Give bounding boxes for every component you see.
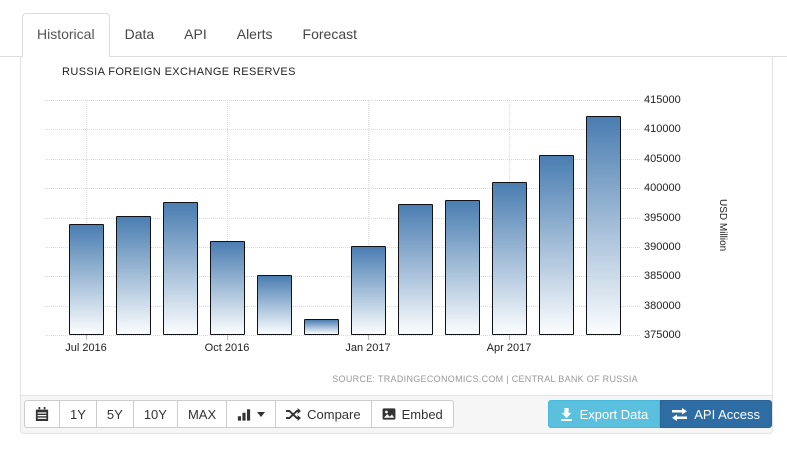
tab-data[interactable]: Data [124, 26, 155, 42]
shuffle-icon [286, 407, 302, 421]
source-text: SOURCE: TRADINGECONOMICS.COM | CENTRAL B… [332, 374, 638, 384]
y-axis-title: USD Million [717, 198, 728, 252]
range-max-button[interactable]: MAX [176, 400, 228, 428]
gridline [45, 188, 640, 190]
y-axis-tick-label: 385000 [644, 270, 681, 283]
gridline [227, 100, 228, 335]
image-icon [382, 408, 396, 420]
x-axis-tick [368, 335, 369, 340]
range-5y-button[interactable]: 5Y [95, 400, 134, 428]
y-axis-tick-label: 415000 [644, 94, 681, 106]
calendar-icon [35, 407, 49, 421]
gridline [45, 246, 640, 248]
bar-apr-2017 [491, 181, 527, 335]
y-axis-tick-label: 380000 [644, 299, 681, 312]
bar-jan-2017 [350, 246, 386, 335]
gridline [45, 129, 640, 131]
tab-historical[interactable]: Historical [22, 13, 110, 57]
bar-nov-2016 [256, 274, 292, 335]
bar-mar-2017 [444, 200, 480, 335]
range-1y-button[interactable]: 1Y [59, 400, 97, 428]
bar-sep-2016 [162, 201, 198, 335]
bar-aug-2016 [115, 216, 151, 335]
caret-down-icon [257, 411, 266, 417]
gridline [368, 100, 369, 335]
x-axis-tick [227, 335, 228, 340]
x-axis-tick [86, 335, 87, 340]
range-5y-label: 5Y [106, 406, 123, 422]
range-10y-button[interactable]: 10Y [132, 400, 178, 428]
range-button-group: 1Y 5Y 10Y MAX Compare Embed [24, 400, 454, 428]
exchange-icon [672, 407, 688, 421]
range-10y-label: 10Y [143, 406, 167, 422]
chart-panel: RUSSIA FOREIGN EXCHANGE RESERVES USD Mil… [20, 57, 773, 434]
gridline [86, 100, 87, 335]
action-buttons: Export Data API Access [547, 400, 772, 428]
y-axis-tick-label: 395000 [644, 211, 681, 224]
y-axis-tick-label: 390000 [644, 240, 681, 253]
bar-chart-icon [237, 408, 251, 421]
bar-feb-2017 [397, 204, 433, 335]
x-axis-tick-label: Jan 2017 [345, 342, 391, 354]
bar-jul-2016 [68, 223, 104, 335]
tab-alerts[interactable]: Alerts [236, 26, 273, 42]
x-axis-tick [509, 335, 510, 340]
chart-type-button[interactable] [226, 400, 277, 428]
gridline [45, 276, 640, 278]
download-icon [560, 407, 573, 421]
gridline [45, 158, 640, 160]
compare-button[interactable]: Compare [275, 400, 372, 428]
gridline [45, 217, 640, 219]
range-1y-label: 1Y [70, 406, 86, 422]
gridline [45, 100, 640, 101]
plot-area [45, 100, 640, 340]
y-axis-tick-label: 405000 [644, 152, 681, 165]
x-axis-tick-label: Oct 2016 [204, 342, 250, 354]
range-max-label: MAX [187, 406, 217, 422]
x-axis-tick-label: Apr 2017 [486, 342, 532, 354]
bar-jun-2017 [585, 116, 621, 335]
tab-bar: Historical Data API Alerts Forecast [0, 13, 787, 57]
gridline [45, 305, 640, 307]
api-access-button[interactable]: API Access [660, 400, 772, 428]
bar-may-2017 [538, 154, 574, 335]
tab-forecast[interactable]: Forecast [302, 26, 357, 42]
embed-button[interactable]: Embed [370, 400, 454, 428]
bar-dec-2016 [303, 319, 339, 335]
y-axis-tick-label: 375000 [644, 329, 681, 341]
x-axis-tick-label: Jul 2016 [65, 342, 107, 354]
export-data-button[interactable]: Export Data [547, 400, 661, 428]
export-data-label: Export Data [579, 406, 649, 422]
y-axis-tick-label: 400000 [644, 182, 681, 195]
calendar-button[interactable] [24, 400, 60, 428]
toolbar: 1Y 5Y 10Y MAX Compare Embed Export Data API A… [21, 395, 772, 433]
chart-title: RUSSIA FOREIGN EXCHANGE RESERVES [62, 66, 296, 78]
bar-oct-2016 [209, 241, 245, 335]
tab-api[interactable]: API [184, 26, 207, 42]
gridline [45, 335, 640, 336]
y-axis-tick-label: 410000 [644, 123, 681, 136]
compare-label: Compare [307, 406, 361, 422]
embed-label: Embed [401, 406, 443, 422]
api-access-label: API Access [694, 406, 760, 422]
